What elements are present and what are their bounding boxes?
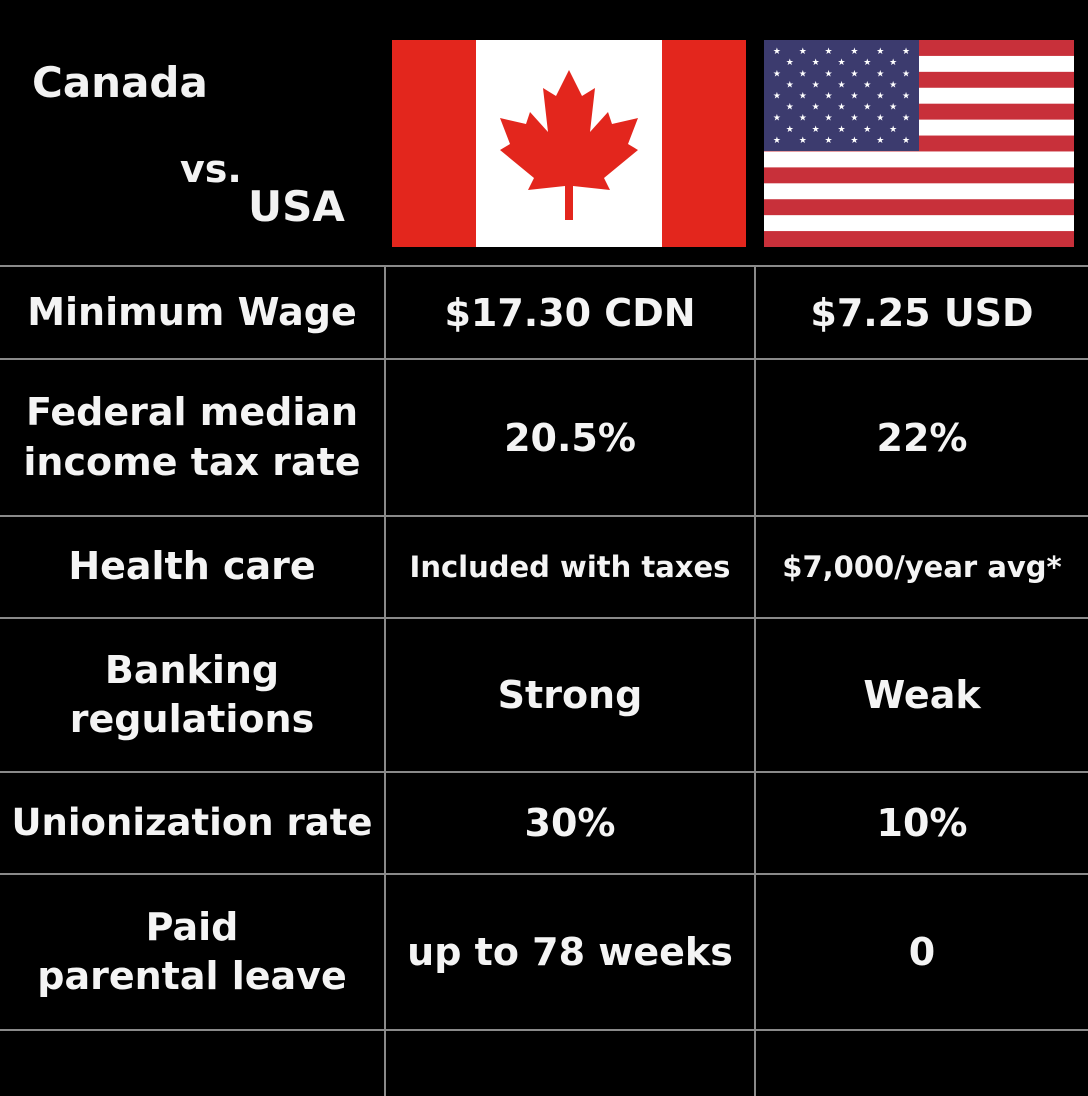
row-label-parental-leave: Paid parental leave [0, 875, 384, 1029]
star-icon: ★ [876, 92, 884, 102]
row-label-line: Federal median [25, 390, 359, 435]
grid-line [0, 617, 1088, 619]
star-icon: ★ [889, 80, 897, 90]
star-icon: ★ [876, 114, 884, 124]
star-icon: ★ [825, 47, 833, 57]
maple-leaf-icon [500, 70, 638, 220]
star-icon: ★ [799, 69, 807, 79]
row-label-line: Banking [104, 647, 280, 692]
usa-banking: Weak [863, 673, 981, 717]
grid-column-divider [754, 266, 756, 1096]
star-icon: ★ [773, 92, 781, 102]
row-label-income-tax: Federal median income tax rate [0, 360, 384, 515]
row-label-line: parental leave [37, 954, 347, 998]
header-country-b: USA [248, 182, 345, 231]
star-icon: ★ [850, 47, 858, 57]
canada-parental-leave: up to 78 weeks [407, 930, 733, 974]
star-icon: ★ [850, 92, 858, 102]
row-label-health-care: Health care [68, 544, 316, 589]
star-icon: ★ [825, 136, 833, 146]
star-icon: ★ [889, 103, 897, 113]
star-icon: ★ [876, 69, 884, 79]
star-icon: ★ [799, 136, 807, 146]
star-icon: ★ [773, 47, 781, 57]
header-versus: vs. [180, 147, 242, 191]
usa-minimum-wage: $7.25 USD [810, 290, 1034, 335]
star-icon: ★ [863, 58, 871, 68]
header-country-a: Canada [32, 58, 208, 107]
usa-parental-leave: 0 [908, 930, 936, 974]
table-row: Health care Included with taxes $7,000/y… [0, 517, 1088, 617]
star-icon: ★ [773, 69, 781, 79]
star-icon: ★ [902, 69, 910, 79]
table-row: Federal median income tax rate 20.5% 22% [0, 360, 1088, 515]
star-icon: ★ [786, 58, 794, 68]
star-icon: ★ [799, 47, 807, 57]
star-icon: ★ [837, 58, 845, 68]
star-icon: ★ [850, 136, 858, 146]
star-icon: ★ [863, 103, 871, 113]
grid-line [0, 358, 1088, 360]
row-label-unionization: Unionization rate [11, 800, 373, 844]
usa-income-tax: 22% [876, 415, 968, 460]
row-label-banking: Banking regulations [0, 619, 384, 771]
star-icon: ★ [902, 114, 910, 124]
table-row: Banking regulations Strong Weak [0, 619, 1088, 771]
star-icon: ★ [773, 136, 781, 146]
table-row: Paid parental leave up to 78 weeks 0 [0, 875, 1088, 1029]
canada-health-care: Included with taxes [409, 550, 731, 584]
grid-line [0, 1029, 1088, 1031]
star-icon: ★ [773, 114, 781, 124]
star-icon: ★ [786, 103, 794, 113]
star-icon: ★ [837, 125, 845, 135]
canada-flag-icon [392, 40, 746, 247]
star-icon: ★ [850, 114, 858, 124]
star-icon: ★ [812, 80, 820, 90]
star-icon: ★ [799, 92, 807, 102]
star-icon: ★ [876, 47, 884, 57]
table-row: Unionization rate 30% 10% [0, 773, 1088, 873]
row-label-minimum-wage: Minimum Wage [27, 289, 357, 334]
table-row: Minimum Wage $17.30 CDN $7.25 USD [0, 267, 1088, 358]
star-icon: ★ [876, 136, 884, 146]
star-icon: ★ [812, 103, 820, 113]
star-icon: ★ [799, 114, 807, 124]
usa-flag-icon: ★ ★ ★ ★ ★ ★ ★ ★ ★ ★ ★ ★ ★ ★ ★ ★ ★ ★ ★ ★ ★ ★ ★ ★ ★ ★ ★ ★ ★ ★ ★ ★ ★ ★ ★ ★ ★ ★ ★ ★… [764, 40, 1074, 247]
usa-health-care: $7,000/year avg* [782, 550, 1062, 584]
grid-line [0, 515, 1088, 517]
star-icon: ★ [889, 58, 897, 68]
star-icon: ★ [889, 125, 897, 135]
row-label-line: income tax rate [23, 439, 361, 484]
star-icon: ★ [863, 80, 871, 90]
grid-column-divider [384, 266, 386, 1096]
canada-income-tax: 20.5% [504, 415, 636, 460]
star-icon: ★ [786, 80, 794, 90]
row-label-line: regulations [69, 697, 315, 741]
star-icon: ★ [837, 80, 845, 90]
star-icon: ★ [786, 125, 794, 135]
grid-line [0, 873, 1088, 875]
grid-line [0, 771, 1088, 773]
canada-unionization: 30% [524, 801, 616, 845]
star-icon: ★ [863, 125, 871, 135]
star-icon: ★ [825, 92, 833, 102]
canada-banking: Strong [497, 673, 643, 717]
star-icon: ★ [812, 125, 820, 135]
star-icon: ★ [837, 103, 845, 113]
star-icon: ★ [825, 114, 833, 124]
grid-line [0, 265, 1088, 267]
star-icon: ★ [902, 92, 910, 102]
canada-minimum-wage: $17.30 CDN [444, 290, 696, 335]
row-label-line: Paid [145, 904, 239, 949]
star-icon: ★ [850, 69, 858, 79]
star-icon: ★ [902, 136, 910, 146]
star-icon: ★ [902, 47, 910, 57]
usa-unionization: 10% [876, 801, 968, 845]
star-icon: ★ [812, 58, 820, 68]
star-icon: ★ [825, 69, 833, 79]
